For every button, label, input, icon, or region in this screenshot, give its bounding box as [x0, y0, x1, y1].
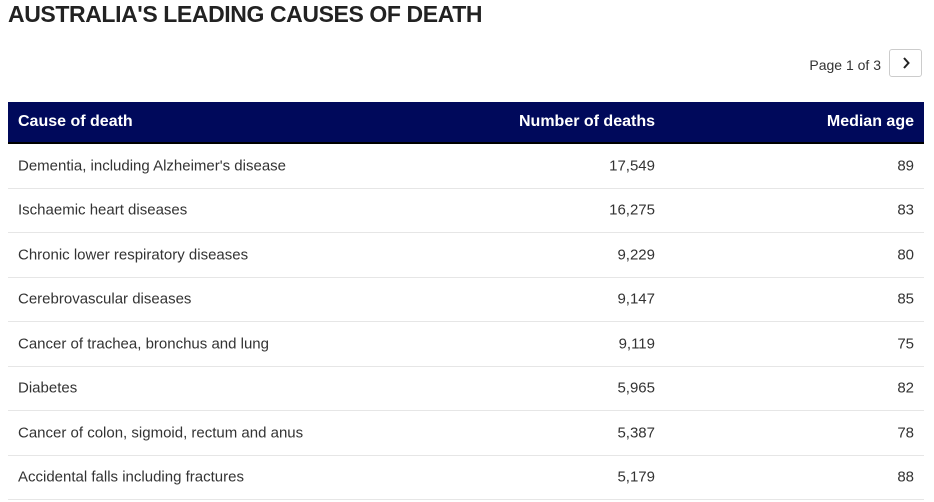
table-cell: Cerebrovascular diseases — [18, 290, 192, 308]
column-header: Median age — [826, 113, 914, 130]
table-cell: 16,275 — [609, 201, 655, 219]
table-cell: 5,965 — [617, 379, 655, 397]
chevron-icon — [903, 57, 910, 69]
table: Cause of death Number of deaths Median age… — [8, 102, 924, 500]
table-cell: Dementia, including Alzheimer's disease — [18, 157, 287, 175]
table-cell: 83 — [897, 201, 914, 219]
table-cell: 89 — [897, 157, 914, 175]
table-header: Cause of death Number of deaths Median age — [8, 102, 924, 144]
table-cell: 17,549 — [609, 157, 655, 175]
table-cell: 82 — [897, 379, 914, 397]
table-cell: Cancer of trachea, bronchus and lung — [18, 335, 269, 353]
next-page-button[interactable] — [889, 49, 922, 77]
title: AUSTRALIA'S LEADING CAUSES OF DEATH — [8, 1, 483, 27]
table-cell: 78 — [897, 424, 914, 442]
table-row: Ischaemic heart diseases 16,275 83 — [8, 189, 924, 233]
table-cell: 5,179 — [617, 468, 655, 486]
table-cell: Chronic lower respiratory diseases — [18, 246, 249, 264]
table-cell: Cancer of colon, sigmoid, rectum and anu… — [18, 424, 304, 442]
table-row: Cancer of trachea, bronchus and lung 9,11… — [8, 322, 924, 367]
column-header: Cause of death — [18, 113, 133, 130]
table-row: Chronic lower respiratory diseases 9,229 8… — [8, 233, 924, 278]
table-cell: 5,387 — [617, 424, 655, 442]
column-header: Number of deaths — [518, 113, 655, 130]
table-cell: Accidental falls including fractures — [18, 468, 244, 486]
table-cell: 9,119 — [618, 335, 655, 353]
table-row: Cancer of colon, sigmoid, rectum and anu… — [8, 411, 924, 456]
table-cell: 75 — [897, 335, 914, 353]
table-row: Diabetes 5,965 82 — [8, 367, 924, 411]
table-cell: Diabetes — [18, 379, 78, 397]
table-cell: 85 — [897, 290, 914, 308]
pagination-label: Page 1 of 3 — [809, 57, 881, 73]
table-cell: 9,229 — [617, 246, 655, 264]
table-cell: 9,147 — [617, 290, 655, 308]
table-cell: Ischaemic heart diseases — [18, 201, 188, 219]
table-cell: 88 — [897, 468, 914, 486]
table-row: Cerebrovascular diseases 9,147 85 — [8, 278, 924, 322]
table-row: Accidental falls including fractures 5,17… — [8, 456, 924, 500]
table-cell: 80 — [897, 246, 914, 264]
table-row: Dementia, including Alzheimer's disease 1… — [8, 144, 924, 189]
